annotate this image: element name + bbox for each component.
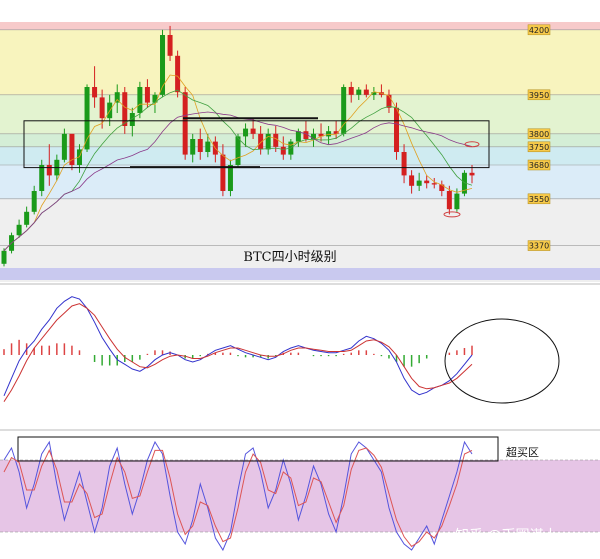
candle-body [175, 55, 181, 93]
price-level-label: 3550 [529, 195, 549, 204]
price-level-label: 4200 [529, 26, 549, 35]
price-level-label: 3800 [529, 130, 549, 139]
moving-average-line [3, 74, 473, 252]
kdj-panel [0, 429, 600, 552]
kdj-line [3, 447, 473, 548]
price-level-label: 3370 [529, 242, 549, 251]
candle-body [341, 87, 347, 134]
price-level-label: 3680 [529, 161, 549, 170]
candle-body [273, 133, 279, 147]
candle-body [318, 133, 324, 137]
candle-body [160, 35, 166, 95]
candle-body [144, 87, 150, 103]
candle-body [431, 183, 437, 185]
overbought-zone-box [17, 436, 499, 462]
candle-body [31, 191, 37, 212]
candle-body [1, 250, 7, 264]
candle-body [401, 152, 407, 176]
candle-body [39, 165, 45, 191]
candle-body [84, 87, 90, 150]
price-panel: 4200 3950 3800 3750 3680 3550 3370 [0, 22, 600, 282]
candle-body [129, 113, 135, 126]
candle-body [265, 133, 271, 150]
bottom-band [0, 268, 600, 280]
macd-line [3, 303, 473, 402]
price-band [0, 22, 600, 30]
candle-body [303, 131, 309, 139]
candle-body [122, 92, 128, 126]
candle-body [69, 133, 75, 165]
candle-body [348, 87, 354, 95]
candle-body [454, 193, 460, 210]
candle-body [310, 133, 316, 139]
candle-body [152, 94, 158, 103]
candle-body [46, 165, 52, 176]
candle-body [356, 89, 362, 95]
candle-body [394, 107, 400, 152]
kdj-line [3, 440, 473, 552]
price-level-tag [527, 141, 551, 153]
watermark: 知乎 @币圈谋士 [455, 527, 557, 544]
highlight-ellipse [444, 318, 560, 404]
candle-body [446, 191, 452, 210]
chart-title: BTC四小时级别 [243, 250, 336, 265]
candle-body [76, 149, 82, 165]
candle-body [61, 133, 67, 160]
price-level-tag [527, 128, 551, 140]
candle-body [416, 180, 422, 186]
candle-body [190, 139, 196, 155]
candle-body [295, 131, 301, 142]
candle-body [363, 89, 369, 95]
price-level-tag [527, 240, 551, 251]
price-band [0, 146, 600, 165]
candle-body [326, 131, 332, 137]
candle-body [243, 128, 249, 137]
candle-body [333, 131, 339, 134]
candle-body [227, 165, 233, 191]
moving-average-line [3, 89, 473, 252]
candle-body [250, 128, 256, 134]
price-band [0, 29, 600, 95]
price-level-tag [527, 89, 551, 101]
candle-body [24, 211, 30, 225]
candle-body [92, 87, 98, 98]
candle-body [469, 172, 475, 176]
candle-body [182, 92, 188, 155]
price-level-tag [527, 159, 551, 171]
candle-body [16, 224, 22, 236]
overbought-zone-label: 超买区 [506, 445, 539, 459]
candle-body [386, 94, 392, 108]
marker-ellipse [443, 211, 461, 218]
candle-body [197, 139, 203, 152]
candle-body [167, 35, 173, 56]
candle-body [258, 133, 264, 150]
price-band [0, 94, 600, 134]
macd-panel [0, 283, 600, 404]
price-level-label: 3950 [529, 91, 549, 100]
candle-body [205, 141, 211, 152]
candle-body [114, 92, 120, 103]
price-level-tag [527, 24, 551, 36]
macd-line [3, 296, 473, 396]
marker-ellipse [464, 141, 480, 148]
candle-body [439, 184, 445, 191]
candle-body [371, 92, 377, 95]
candle-body [280, 146, 286, 155]
kdj-band [0, 460, 600, 532]
candle-body [235, 136, 241, 165]
price-level-tag [527, 193, 551, 205]
price-band [0, 198, 600, 246]
candle-body [99, 97, 105, 119]
price-level-label: 3750 [529, 143, 549, 152]
candle-body [424, 180, 430, 184]
candle-body [409, 175, 415, 186]
price-band [0, 165, 600, 199]
candle-body [220, 154, 226, 191]
candle-body [137, 87, 143, 113]
